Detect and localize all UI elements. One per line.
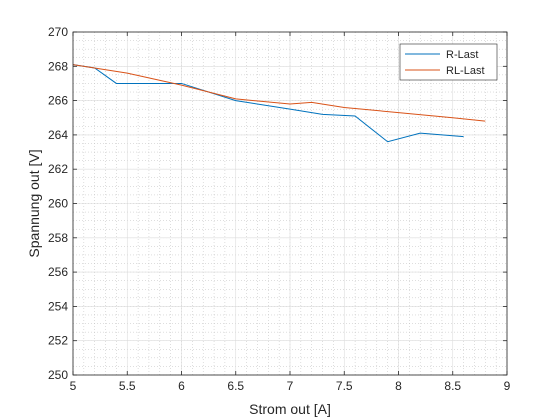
- x-tick-label: 5: [70, 379, 77, 393]
- legend-label-rl-last: RL-Last: [446, 65, 485, 77]
- y-tick-label: 268: [48, 59, 68, 73]
- y-tick-label: 256: [48, 265, 68, 279]
- y-tick-label: 262: [48, 162, 68, 176]
- tick-labels: 5 5.5 6 6.5 7 7.5 8 8.5 9 250 252 254 256 258 260 262 26…: [48, 25, 511, 393]
- x-tick-label: 6.5: [227, 379, 244, 393]
- legend-box: [399, 43, 498, 81]
- axis-ticks: [72, 31, 508, 376]
- legend: R-Last RL-Last: [399, 43, 498, 81]
- y-tick-label: 264: [48, 128, 68, 142]
- y-axis-label: Spannung out [V]: [26, 149, 42, 257]
- y-tick-label: 252: [48, 334, 68, 348]
- y-tick-label: 270: [48, 25, 68, 39]
- x-tick-label: 8.5: [444, 379, 461, 393]
- y-tick-label: 250: [48, 368, 68, 382]
- x-tick-label: 5.5: [119, 379, 136, 393]
- x-tick-label: 6: [178, 379, 185, 393]
- series-layer: [72, 64, 486, 143]
- x-axis-label: Strom out [A]: [249, 401, 331, 417]
- series-line-r-last: [72, 64, 464, 143]
- x-tick-label: 7.5: [336, 379, 353, 393]
- y-tick-label: 258: [48, 231, 68, 245]
- y-tick-label: 254: [48, 299, 68, 313]
- major-grid: [72, 31, 508, 376]
- legend-label-r-last: R-Last: [446, 49, 478, 61]
- y-tick-label: 260: [48, 197, 68, 211]
- x-tick-label: 9: [504, 379, 511, 393]
- x-tick-label: 8: [395, 379, 402, 393]
- y-tick-label: 266: [48, 94, 68, 108]
- x-tick-label: 7: [287, 379, 294, 393]
- series-line-rl-last: [72, 64, 486, 122]
